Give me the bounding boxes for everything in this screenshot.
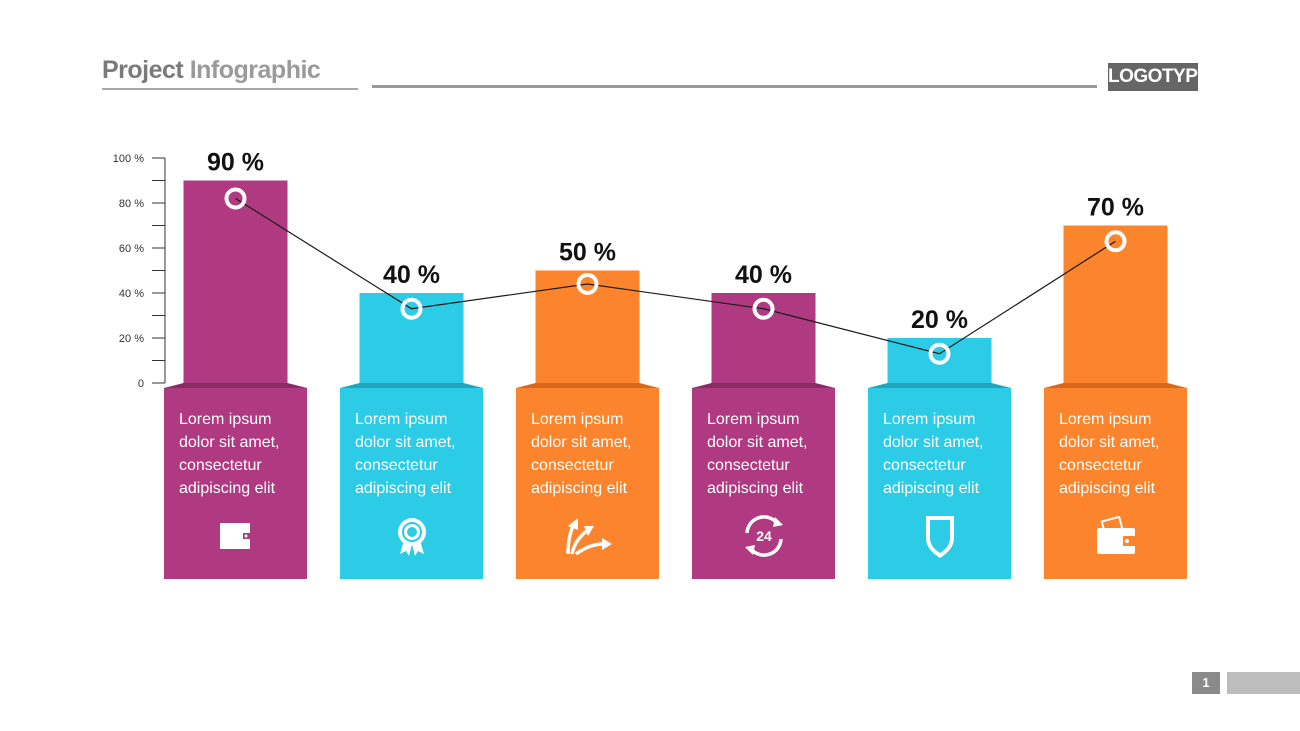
trend-point — [224, 187, 247, 210]
bars — [164, 180, 1187, 388]
card-text: Lorem ipsum dolor sit amet, consectetur … — [531, 411, 632, 497]
trend-line — [224, 187, 1127, 365]
y-tick-label: 60 % — [119, 243, 144, 255]
bar-base — [1044, 383, 1187, 388]
bar-base — [516, 383, 659, 388]
bar-base — [340, 383, 483, 388]
title-part-2: Infographic — [189, 56, 321, 84]
card-text: Lorem ipsum dolor sit amet, consectetur … — [179, 411, 280, 497]
card-4: Lorem ipsum dolor sit amet, consectetur … — [692, 388, 835, 579]
support-24-label: 24 — [756, 528, 772, 544]
y-tick-label: 100 % — [113, 153, 144, 165]
bar-base — [692, 383, 835, 388]
award-icon — [397, 518, 426, 556]
y-tick-label: 40 % — [119, 288, 144, 300]
y-axis: 0 20 % 40 % 60 % 80 % 100 % — [113, 153, 166, 390]
value-label: 50 % — [559, 239, 616, 267]
support-24-icon: 24 — [744, 515, 783, 557]
bar-base — [164, 383, 307, 388]
header-rule — [372, 85, 1097, 88]
value-label: 70 % — [1087, 194, 1144, 222]
page-bar — [1227, 672, 1300, 694]
title-underline — [102, 88, 358, 90]
split-arrows-icon — [565, 518, 612, 556]
value-label: 40 % — [383, 261, 440, 289]
card-text: Lorem ipsum dolor sit amet, consectetur … — [355, 411, 456, 497]
trend-point — [1104, 230, 1127, 253]
card-3: Lorem ipsum dolor sit amet, consectetur … — [516, 388, 659, 579]
value-label: 90 % — [207, 149, 264, 177]
logo: LOGOTYPE — [1108, 63, 1210, 91]
wallet-cards-icon — [1096, 516, 1135, 554]
page-title: Project Infographic — [102, 56, 321, 85]
card-1: Lorem ipsum dolor sit amet, consectetur … — [164, 388, 307, 579]
y-tick-label: 20 % — [119, 333, 144, 345]
bar — [183, 180, 288, 383]
shield-icon — [925, 516, 954, 558]
card-6: Lorem ipsum dolor sit amet, consectetur … — [1044, 388, 1187, 579]
card-2: Lorem ipsum dolor sit amet, consectetur … — [340, 388, 483, 579]
value-labels: 90 % 40 % 50 % 40 % 20 % 70 % — [207, 149, 1144, 335]
bar — [535, 270, 640, 383]
title-part-1: Project — [102, 56, 184, 84]
card-text: Lorem ipsum dolor sit amet, consectetur … — [707, 411, 808, 497]
bar-base — [868, 383, 1011, 388]
page-number: 1 — [1192, 672, 1220, 694]
y-tick-label: 80 % — [119, 198, 144, 210]
y-tick-label: 0 — [138, 378, 144, 390]
wallet-icon — [219, 523, 250, 549]
trend-point — [576, 273, 599, 295]
bar — [359, 293, 464, 383]
card-text: Lorem ipsum dolor sit amet, consectetur … — [883, 411, 984, 497]
value-label: 40 % — [735, 261, 792, 289]
value-label: 20 % — [911, 306, 968, 334]
trend-point — [928, 342, 951, 365]
trend-polyline — [235, 197, 1116, 355]
trend-point — [752, 297, 775, 320]
bar — [711, 293, 816, 383]
card-5: Lorem ipsum dolor sit amet, consectetur … — [868, 388, 1011, 579]
card-text: Lorem ipsum dolor sit amet, consectetur … — [1059, 411, 1160, 497]
trend-point — [400, 297, 423, 320]
